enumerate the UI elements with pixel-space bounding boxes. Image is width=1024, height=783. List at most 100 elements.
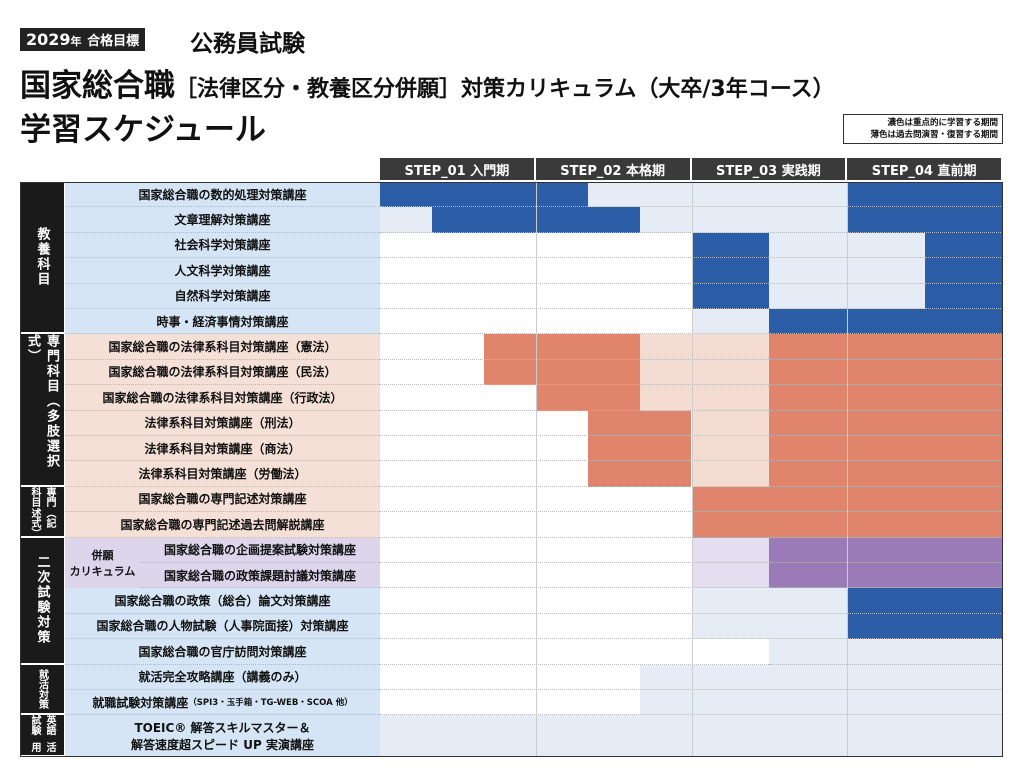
- schedule-bar: [769, 461, 1003, 487]
- category: 公務員試験: [190, 31, 305, 57]
- schedule-bar: [925, 283, 1003, 309]
- legend-dark: 濃色は重点的に学習する期間: [887, 118, 998, 128]
- schedule-bar: [847, 613, 1003, 640]
- course-label: 国家総合職の数的処理対策講座: [65, 182, 380, 208]
- schedule-bar: [691, 588, 848, 614]
- group-label: 英語試験 活用: [20, 715, 64, 758]
- grid-border: [20, 182, 1003, 758]
- subgroup-label-line: カリキュラム: [69, 564, 136, 578]
- course-label: 国家総合職の政策課題討議対策講座: [140, 563, 380, 589]
- schedule-bar: [769, 309, 1003, 335]
- legend: 濃色は重点的に学習する期間 薄色は過去問演習・復習する期間: [843, 114, 1003, 144]
- schedule-bar: [639, 334, 770, 360]
- step-header: STEP_03 実践期: [691, 158, 848, 180]
- course-label: 国家総合職の人物試験（人事院面接）対策講座: [65, 613, 380, 640]
- schedule-bar: [639, 359, 770, 386]
- group-label-main: 英語試験: [29, 715, 55, 736]
- course-label: TOEIC® 解答スキルマスター＆ 解答速度超スピード UP 実演講座: [65, 715, 380, 758]
- schedule-bar: [691, 563, 770, 589]
- schedule-bar: [769, 334, 1003, 360]
- schedule-bar: [535, 385, 640, 411]
- schedule-bar: [691, 232, 770, 259]
- schedule-bar: [691, 537, 770, 563]
- course-label: 就活完全攻略講座（講義のみ）: [65, 664, 380, 690]
- schedule-bar: [769, 436, 1003, 462]
- schedule-bar: [847, 588, 1003, 614]
- course-label: 国家総合職の専門記述対策講座: [65, 486, 380, 513]
- step-divider: [691, 182, 693, 758]
- group-label-main: 専門科目（多肢選択式）: [25, 334, 59, 470]
- title-main: 国家総合職: [20, 68, 175, 104]
- step-header: STEP_04 直前期: [847, 158, 1003, 180]
- schedule-bar: [847, 182, 1003, 208]
- schedule-bar: [769, 359, 1003, 386]
- schedule-bar: [639, 664, 1003, 690]
- schedule-bar: [587, 182, 848, 208]
- schedule-bar: [769, 563, 1003, 589]
- group-label: 専門科目 （記述式）: [20, 486, 64, 539]
- group-label-main: 教養科目: [34, 227, 50, 288]
- course-label-note: （SPI3・玉手箱・TG-WEB・SCOA 他）: [188, 698, 353, 709]
- course-label-line: TOEIC® 解答スキルマスター＆: [134, 720, 311, 735]
- title-bracket: ［法律区分・教養区分併願］: [175, 77, 462, 102]
- course-label: 国家総合職の官庁訪問対策講座: [65, 639, 380, 665]
- step-header: STEP_01 入門期: [380, 158, 536, 180]
- group-label-sub: 活用: [29, 742, 55, 753]
- schedule-bar: [587, 410, 692, 436]
- schedule-bar: [639, 207, 848, 233]
- group-label-main: 二次試験対策: [34, 555, 50, 646]
- schedule-bar: [925, 232, 1003, 259]
- title-line1: 国家総合職［法律区分・教養区分併願］対策カリキュラム（大卒/3年コース）: [20, 60, 835, 105]
- course-label: 社会科学対策講座: [65, 232, 380, 259]
- schedule-bar: [639, 385, 770, 411]
- course-label: 法律系科目対策講座（商法）: [65, 436, 380, 462]
- schedule-bar: [483, 359, 640, 386]
- schedule-bar: [691, 410, 770, 436]
- schedule-bar: [380, 182, 588, 208]
- group-label: 教養科目: [20, 182, 64, 335]
- group-label-sub: 対策: [36, 688, 48, 709]
- schedule-bar: [769, 385, 1003, 411]
- title-line2: 学習スケジュール: [20, 112, 266, 148]
- badge-year: 2029: [26, 30, 71, 49]
- schedule-bar: [587, 461, 692, 487]
- course-label: 国家総合職の政策（総合）論文対策講座: [65, 588, 380, 614]
- course-label: 人文科学対策講座: [65, 258, 380, 284]
- course-label: 国家総合職の法律系科目対策講座（民法）: [65, 359, 380, 386]
- schedule-bar: [769, 639, 1003, 665]
- schedule-bar: [483, 334, 640, 360]
- schedule-bar: [769, 537, 1003, 563]
- course-label: 国家総合職の法律系科目対策講座（憲法）: [65, 334, 380, 360]
- schedule-bar: [691, 283, 770, 309]
- course-label: 自然科学対策講座: [65, 283, 380, 309]
- schedule-bar: [431, 207, 640, 233]
- course-label: 就職試験対策講座 （SPI3・玉手箱・TG-WEB・SCOA 他）: [65, 690, 380, 716]
- schedule-bar: [691, 461, 770, 487]
- step-divider: [535, 182, 537, 758]
- course-label: 時事・経済事情対策講座: [65, 309, 380, 335]
- course-label: 文章理解対策講座: [65, 207, 380, 233]
- schedule-bar: [587, 436, 692, 462]
- group-label-main: 専門科目: [29, 486, 55, 507]
- badge-year-suffix: 年: [70, 35, 82, 48]
- badge: 2029年 合格目標: [20, 28, 146, 51]
- group-label: 二次試験対策: [20, 537, 64, 665]
- schedule-bar: [925, 258, 1003, 284]
- schedule-bar: [380, 207, 432, 233]
- step-divider: [847, 182, 849, 758]
- group-label-sub: （記述式）: [29, 508, 55, 539]
- schedule-bar: [847, 207, 1003, 233]
- schedule-bar: [691, 258, 770, 284]
- course-label: 国家総合職の専門記述過去問解説講座: [65, 512, 380, 538]
- schedule-bar: [639, 690, 1003, 716]
- course-label-text: 就職試験対策講座: [92, 695, 189, 710]
- group-label: 就活 対策: [20, 664, 64, 716]
- group-label: 専門科目（多肢選択式）: [20, 334, 64, 487]
- schedule-bar: [691, 613, 848, 640]
- subgroup-label-line: 併願: [91, 548, 114, 562]
- course-label-line: 解答速度超スピード UP 実演講座: [131, 737, 314, 752]
- course-label: 法律系科目対策講座（刑法）: [65, 410, 380, 436]
- step-header: STEP_02 本格期: [535, 158, 692, 180]
- schedule-bar: [769, 410, 1003, 436]
